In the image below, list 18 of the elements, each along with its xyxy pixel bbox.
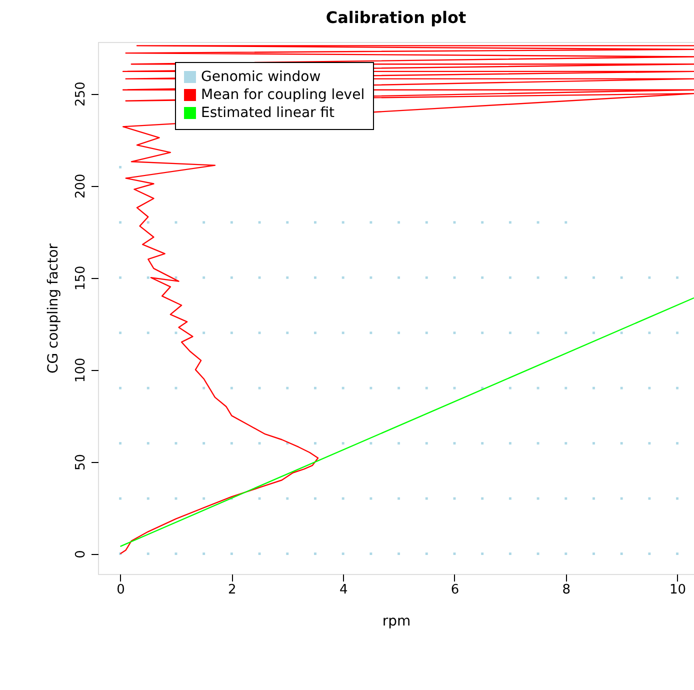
- y-tick-label: 200: [74, 174, 88, 198]
- x-axis-title: rpm: [382, 614, 411, 630]
- y-axis-title: CG coupling factor: [46, 243, 62, 374]
- legend-label: Estimated linear fit: [201, 105, 336, 121]
- y-tick-label: 0: [74, 550, 88, 558]
- x-tick-label: 4: [339, 582, 348, 598]
- x-tick-label: 10: [670, 582, 686, 598]
- y-tick-label: 150: [74, 266, 88, 291]
- x-tick-label: 6: [450, 582, 460, 598]
- legend-label: Genomic window: [201, 69, 321, 85]
- x-tick-label: 8: [562, 582, 571, 598]
- legend-label: Mean for coupling level: [201, 87, 365, 103]
- x-tick-label: 0: [116, 582, 125, 598]
- y-tick-label: 100: [74, 358, 88, 383]
- x-tick-label: 2: [228, 582, 236, 598]
- chart-title: Calibration plot: [326, 8, 467, 27]
- y-tick-label: 50: [74, 454, 88, 470]
- y-tick-label: 250: [74, 82, 88, 106]
